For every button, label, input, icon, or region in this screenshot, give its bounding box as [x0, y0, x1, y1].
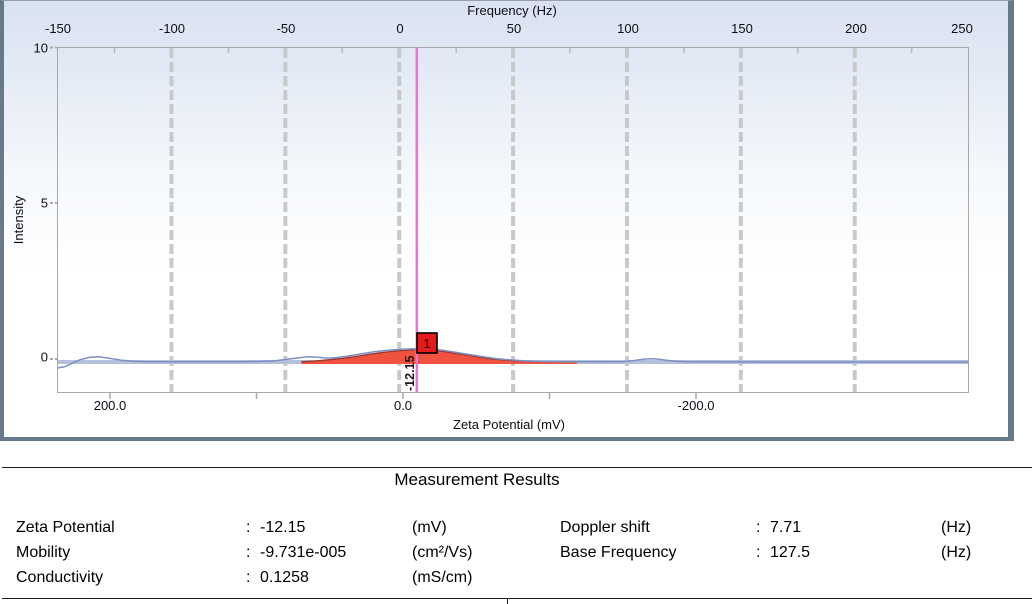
- result-value-doppler-shift: 7.71: [770, 519, 802, 536]
- grid-lines: [169, 48, 857, 392]
- peak-marker-label: 1: [424, 337, 431, 351]
- y-tick-10: 10: [33, 40, 48, 56]
- bottom-tick--200: -200.0: [677, 398, 715, 413]
- bottom-axis-title: Zeta Potential (mV): [453, 417, 565, 432]
- bottom-tick-0: 0.0: [393, 398, 413, 413]
- top-tick-100: 100: [617, 21, 639, 36]
- result-unit-zeta-potential: (mV): [412, 519, 447, 536]
- result-value-conductivity: 0.1258: [260, 569, 309, 586]
- axis-ticks: [50, 46, 697, 399]
- top-tick-0: 0: [396, 21, 404, 36]
- top-tick--100: -100: [158, 21, 186, 36]
- result-value-base-frequency: 127.5: [770, 544, 811, 561]
- top-tick--50: -50: [276, 21, 296, 36]
- separator: :: [246, 544, 251, 561]
- top-tick-150: 150: [731, 21, 753, 36]
- y-tick-0: 0: [40, 349, 48, 365]
- bottom-tick-200: 200.0: [93, 398, 127, 413]
- plot-frame: [57, 47, 969, 393]
- column-divider-tick: [507, 598, 508, 604]
- chart-panel: [0, 0, 1014, 441]
- result-value-mobility: -9.731e-005: [260, 544, 347, 561]
- result-unit-mobility: (cm²/Vs): [412, 544, 473, 561]
- separator: :: [756, 544, 761, 561]
- separator: :: [756, 519, 761, 536]
- separator: :: [246, 519, 251, 536]
- separator: :: [246, 569, 251, 586]
- result-unit-doppler-shift: (Hz): [941, 519, 972, 536]
- minor-ticks: [113, 48, 913, 53]
- result-label-base-frequency: Base Frequency: [560, 544, 677, 561]
- result-value-zeta-potential: -12.15: [260, 519, 306, 536]
- result-label-mobility: Mobility: [16, 544, 71, 561]
- results-title: Measurement Results: [394, 470, 560, 489]
- result-unit-base-frequency: (Hz): [941, 544, 972, 561]
- results-top-rule: [2, 467, 1032, 468]
- results-bottom-rule: [2, 598, 1032, 599]
- cursor-value-label: -12.15: [403, 356, 417, 391]
- top-tick-250: 250: [951, 21, 973, 36]
- result-label-doppler-shift: Doppler shift: [560, 519, 650, 536]
- y-tick-5: 5: [40, 195, 48, 211]
- top-tick-50: 50: [506, 21, 522, 36]
- top-tick--150: -150: [44, 21, 72, 36]
- result-label-conductivity: Conductivity: [16, 569, 104, 586]
- top-axis-title: Frequency (Hz): [467, 3, 557, 18]
- peak-marker[interactable]: [416, 332, 438, 354]
- result-label-zeta-potential: Zeta Potential: [16, 519, 115, 536]
- top-tick-200: 200: [845, 21, 867, 36]
- result-unit-conductivity: (mS/cm): [412, 569, 473, 586]
- spectrum-curve: [57, 347, 969, 369]
